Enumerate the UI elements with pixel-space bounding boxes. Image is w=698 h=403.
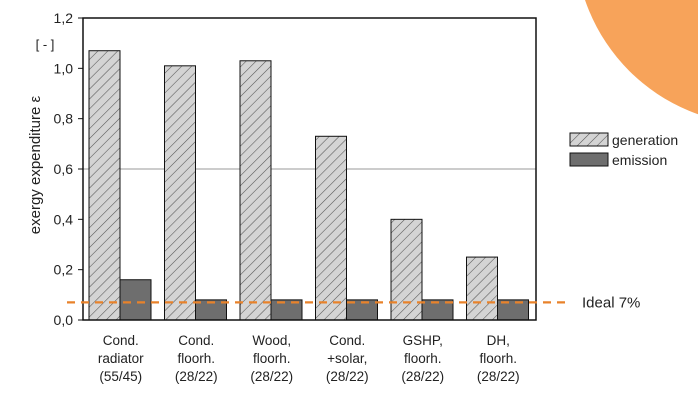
- bar-generation-2: [164, 65, 196, 321]
- reference-line-label: Ideal 7%: [582, 294, 640, 311]
- x-tick-label: DH, floorh. (28/22): [477, 333, 520, 384]
- y-unit-label: [ - ]: [36, 37, 55, 52]
- x-tick-label: Wood, floorh. (28/22): [250, 333, 293, 384]
- legend-swatch-emission: [569, 152, 609, 167]
- bar-generation-4: [315, 135, 347, 321]
- x-tick-label: GSHP, floorh. (28/22): [401, 333, 444, 384]
- y-tick-label: 0,6: [54, 161, 74, 177]
- bar-generation-6: [466, 256, 498, 321]
- bar-generation-1: [88, 50, 121, 321]
- legend-swatch-generation: [569, 132, 609, 147]
- legend-label-generation: generation: [612, 132, 678, 148]
- bar-emission-1: [119, 279, 152, 321]
- decorative-circle: [585, 0, 698, 115]
- legend-label-emission: emission: [612, 152, 667, 168]
- y-tick-label: 1,2: [54, 10, 74, 26]
- x-tick-label: Cond. radiator (55/45): [98, 333, 144, 384]
- y-tick-label: 0,2: [54, 262, 74, 278]
- y-tick-label: 1,0: [54, 60, 74, 76]
- y-tick-label: 0,4: [54, 211, 74, 227]
- y-tick-label: 0,8: [54, 111, 74, 127]
- y-axis-label: exergy expenditure ε: [27, 95, 44, 234]
- x-tick-label: Cond. floorh. (28/22): [175, 333, 218, 384]
- bar-generation-3: [239, 60, 272, 321]
- bar-generation-5: [390, 218, 423, 321]
- x-tick-label: Cond. +solar, (28/22): [326, 333, 369, 384]
- y-tick-label: 0,0: [54, 312, 74, 328]
